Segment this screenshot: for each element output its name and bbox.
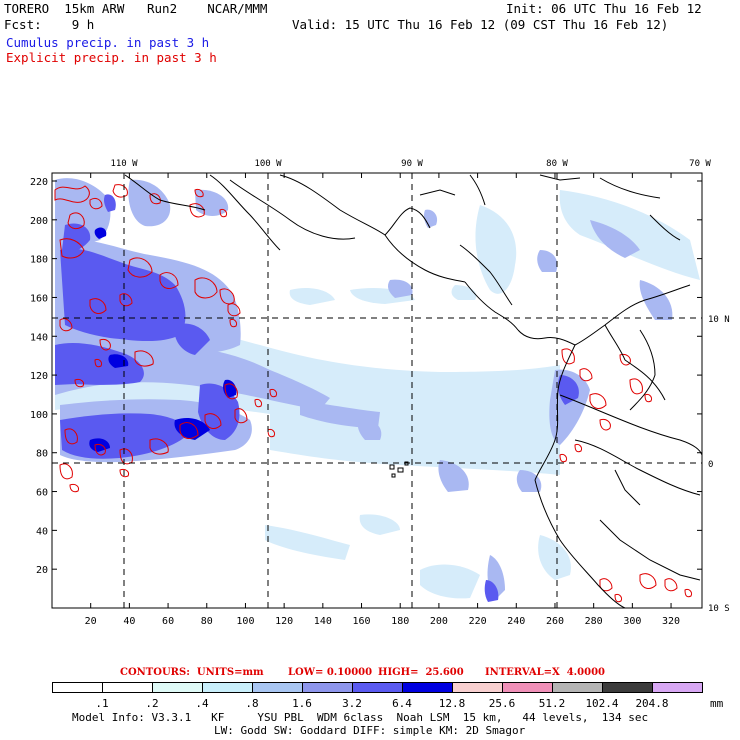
model-title: TORERO 15km ARW Run2 NCAR/MMM <box>4 1 268 16</box>
colorbar-label: 51.2 <box>538 697 566 710</box>
colorbar-label: 6.4 <box>392 697 412 710</box>
y-tick-label: 140 <box>30 332 48 343</box>
colorbar-swatch <box>502 682 553 693</box>
coastlines <box>124 174 702 608</box>
colorbar-label: 204.8 <box>635 697 669 710</box>
y-tick-label: 40 <box>36 526 48 537</box>
lon-labels: 110 W 100 W 90 W 80 W 70 W <box>110 159 711 169</box>
x-tick-label: 260 <box>546 616 564 627</box>
lon-label-100w: 100 W <box>254 159 282 169</box>
colorbar-label: 3.2 <box>342 697 362 710</box>
colorbar-label: .8 <box>245 697 259 710</box>
colorbar-swatch <box>52 682 103 693</box>
colorbar-swatch <box>402 682 453 693</box>
colorbar-label: .2 <box>145 697 159 710</box>
lat-labels: 10 N 0 10 S <box>708 315 730 614</box>
y-tick-label: 220 <box>30 177 48 188</box>
legend-cumulus: Cumulus precip. in past 3 h <box>6 35 210 50</box>
lon-label-70w: 70 W <box>689 159 711 169</box>
colorbar-unit: mm <box>710 697 724 710</box>
y-tick-labels: 220 200 180 160 140 120 100 80 60 40 20 <box>30 177 48 576</box>
x-tick-label: 280 <box>585 616 603 627</box>
x-tick-label: 100 <box>236 616 254 627</box>
x-tick-label: 220 <box>469 616 487 627</box>
x-tick-label: 60 <box>162 616 174 627</box>
colorbar-label: .1 <box>95 697 109 710</box>
axis-ticks <box>52 173 702 608</box>
colorbar-swatch <box>352 682 403 693</box>
colorbar-swatch <box>252 682 303 693</box>
y-tick-label: 80 <box>36 449 48 460</box>
lon-label-110w: 110 W <box>110 159 138 169</box>
x-tick-label: 200 <box>430 616 448 627</box>
colorbar-swatch <box>152 682 203 693</box>
colorbar-label: 1.6 <box>292 697 312 710</box>
init-time: Init: 06 UTC Thu 16 Feb 12 <box>506 1 702 16</box>
x-tick-label: 80 <box>201 616 213 627</box>
y-tick-label: 200 <box>30 216 48 227</box>
colorbar-label: .4 <box>195 697 209 710</box>
colorbar-swatch <box>602 682 653 693</box>
y-tick-label: 100 <box>30 410 48 421</box>
lon-label-80w: 80 W <box>546 159 568 169</box>
y-tick-label: 120 <box>30 371 48 382</box>
x-tick-label: 160 <box>352 616 370 627</box>
colorbar-swatch <box>552 682 603 693</box>
cumulus-precip-shading <box>55 178 700 602</box>
x-tick-label: 180 <box>391 616 409 627</box>
forecast-hour: Fcst: 9 h <box>4 17 95 32</box>
x-tick-label: 20 <box>85 616 97 627</box>
colorbar-swatch <box>652 682 703 693</box>
colorbar-swatch <box>452 682 503 693</box>
y-tick-label: 160 <box>30 293 48 304</box>
contour-info: CONTOURS: UNITS=mm LOW= 0.10000 HIGH= 25… <box>120 667 605 722</box>
colorbar <box>52 682 703 694</box>
x-tick-labels: 20 40 60 80 100 120 140 160 180 200 220 240 260 280 30… <box>85 616 680 627</box>
x-tick-label: 140 <box>314 616 332 627</box>
lat-label-10n: 10 N <box>708 315 730 325</box>
colorbar-swatch <box>202 682 253 693</box>
colorbar-label: 12.8 <box>438 697 466 710</box>
explicit-precip-contours <box>54 184 692 603</box>
x-tick-label: 320 <box>662 616 680 627</box>
x-tick-label: 40 <box>123 616 135 627</box>
x-tick-label: 300 <box>623 616 641 627</box>
lat-label-0: 0 <box>708 460 713 470</box>
model-physics: LW: Godd SW: Goddard DIFF: simple KM: 2D… <box>214 724 526 737</box>
lat-label-10s: 10 S <box>708 604 730 614</box>
map-frame <box>51 172 703 609</box>
legend-explicit: Explicit precip. in past 3 h <box>6 50 217 65</box>
colorbar-swatch <box>102 682 153 693</box>
colorbar-label: 102.4 <box>585 697 619 710</box>
lat-lon-grid <box>52 173 702 608</box>
y-tick-label: 180 <box>30 255 48 266</box>
contour-low: LOW= 0.10000 <box>288 667 373 678</box>
x-tick-label: 120 <box>275 616 293 627</box>
contour-units: CONTOURS: UNITS=mm <box>120 667 264 678</box>
valid-time: Valid: 15 UTC Thu 16 Feb 12 (09 CST Thu … <box>292 17 669 32</box>
x-tick-label: 240 <box>507 616 525 627</box>
colorbar-swatch <box>302 682 353 693</box>
y-tick-label: 20 <box>36 565 48 576</box>
y-tick-label: 60 <box>36 488 48 499</box>
colorbar-label: 25.6 <box>488 697 516 710</box>
contour-high: HIGH= 25.600 <box>378 667 464 678</box>
model-info: Model Info: V3.3.1 KF YSU PBL WDM 6class… <box>72 711 649 724</box>
lon-label-90w: 90 W <box>401 159 423 169</box>
contour-interval: INTERVAL=X 4.0000 <box>485 667 605 678</box>
